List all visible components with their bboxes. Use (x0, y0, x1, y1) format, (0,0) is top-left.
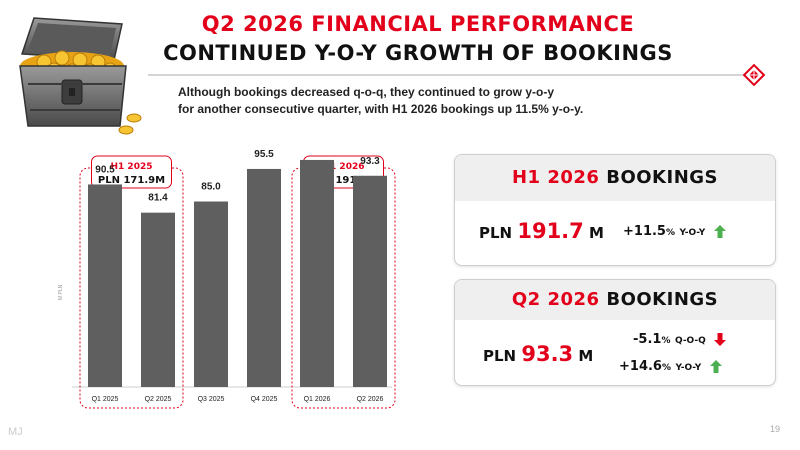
h1-card-title-label: BOOKINGS (606, 167, 718, 188)
h1-card-number: 191.7 (517, 219, 584, 243)
q2-yoy-label: y-o-y (675, 363, 702, 373)
q2-card-number: 93.3 (521, 342, 574, 366)
page-number: 19 (770, 424, 781, 434)
treasure-chest-icon (19, 17, 142, 135)
h1-card-title: H1 2026 BOOKINGS (455, 155, 775, 201)
page-subtitle: Although bookings decreased q-o-q, they … (178, 84, 638, 118)
h1-card-prefix: PLN (479, 224, 513, 242)
q2-bookings-card: Q2 2026 BOOKINGS PLN 93.3 M -5.1% q-o-q … (454, 279, 776, 386)
h1-card-yoy-change: +11.5% y-o-y (623, 224, 726, 239)
x-tick-label-1: Q2 2025 (145, 396, 172, 403)
data-label-4: 98.4 (307, 150, 327, 151)
bar-5 (353, 175, 387, 387)
q2-qoq-percent: % (661, 336, 671, 346)
x-tick-label-2: Q3 2025 (198, 396, 225, 403)
title-divider (148, 74, 748, 76)
arrow-up-icon (713, 225, 726, 238)
subtitle-line1: Although bookings decreased q-o-q, they … (178, 85, 555, 99)
h1-yoy-value: +11.5 (623, 224, 666, 239)
q2-card-value: PLN 93.3 M (483, 342, 593, 366)
group-total-0: PLN 171.9M (98, 175, 165, 186)
h1-card-value: PLN 191.7 M (479, 219, 604, 243)
data-label-0: 90.5 (95, 164, 115, 175)
x-tick-label-5: Q2 2026 (357, 396, 384, 403)
q2-card-title: Q2 2026 BOOKINGS (455, 280, 775, 320)
footer-logo: MJ (8, 426, 23, 438)
arrow-down-icon (714, 333, 727, 346)
subtitle-line2: for another consecutive quarter, with H1… (178, 102, 584, 116)
bar-4 (300, 159, 334, 387)
q2-card-yoy-change: +14.6% y-o-y (619, 359, 722, 374)
group-label-box-0 (91, 155, 172, 189)
bar-2 (194, 201, 228, 387)
bar-0 (88, 184, 122, 387)
data-label-1: 81.4 (148, 193, 168, 204)
diamond-logo-icon (743, 64, 765, 86)
bookings-bar-chart: H1 2025 PLN 171.9M H1 2026 PLN 191.7M 90.5 Q1… (72, 150, 396, 409)
data-label-3: 95.5 (254, 150, 274, 160)
q2-card-qoq-change: -5.1% q-o-q (633, 332, 727, 347)
h1-yoy-percent: % (665, 228, 675, 238)
q2-card-unit: M (578, 347, 594, 365)
h1-card-title-period: H1 2026 (511, 167, 600, 188)
y-axis-label: M PLN (58, 284, 64, 300)
group-label-1: H1 2026 (323, 162, 365, 172)
h1-card-unit: M (589, 224, 604, 242)
group-label-0: H1 2025 (111, 162, 153, 172)
q2-card-title-label: BOOKINGS (606, 289, 719, 310)
data-label-5: 93.3 (360, 156, 380, 167)
page-title-line1: Q2 2026 FINANCIAL PERFORMANCE (201, 12, 635, 36)
bar-1 (141, 212, 175, 387)
bar-3 (247, 168, 281, 387)
arrow-up-icon (709, 360, 722, 373)
x-tick-label-0: Q1 2025 (92, 396, 119, 403)
h1-bookings-card: H1 2026 BOOKINGS PLN 191.7 M +11.5% y-o-… (454, 154, 776, 266)
x-tick-label-3: Q4 2025 (251, 396, 278, 403)
h1-yoy-label: y-o-y (679, 228, 706, 238)
q2-card-prefix: PLN (483, 347, 517, 365)
data-label-2: 85.0 (201, 182, 221, 193)
x-tick-label-4: Q1 2026 (304, 396, 331, 403)
group-total-1: PLN 191.7M (310, 175, 377, 186)
q2-qoq-label: q-o-q (675, 336, 706, 346)
q2-qoq-value: -5.1 (633, 332, 662, 347)
q2-card-title-period: Q2 2026 (511, 289, 600, 310)
q2-yoy-percent: % (661, 363, 671, 373)
page-title-line2: CONTINUED Y-O-Y GROWTH OF BOOKINGS (163, 41, 673, 65)
q2-yoy-value: +14.6 (619, 359, 662, 374)
